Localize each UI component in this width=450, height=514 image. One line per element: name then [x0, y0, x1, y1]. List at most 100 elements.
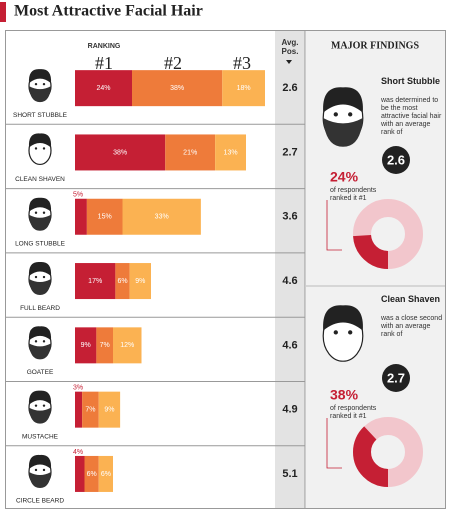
category-label: CIRCLE BEARD [16, 498, 64, 505]
value-label: 18% [237, 85, 251, 92]
category-label: MUSTACHE [22, 433, 59, 440]
axis-label: RANKING [88, 43, 121, 50]
hair [323, 305, 363, 331]
rank-value: 2.7 [387, 370, 405, 385]
bar-segment [215, 134, 246, 171]
bar-segment [84, 455, 99, 492]
hair [28, 133, 52, 148]
beard [29, 471, 51, 488]
hair [28, 390, 52, 405]
finding-text: was determined to be the most attractive… [381, 97, 442, 136]
rank-badge [382, 146, 410, 174]
eye [34, 468, 38, 472]
hair [28, 326, 52, 341]
findings-title: MAJOR FINDINGS [331, 40, 419, 51]
chart-title: Most Attractive Facial Hair [14, 3, 203, 20]
eye [42, 275, 46, 279]
value-label: 4% [73, 449, 83, 456]
category-label: FULL BEARD [20, 305, 60, 312]
value-label: 9% [104, 406, 114, 413]
avg-value: 5.1 [282, 468, 297, 480]
eye [42, 404, 46, 407]
category-label: CLEAN SHAVEN [15, 176, 65, 183]
bar-segment [222, 70, 265, 107]
bar-segment [96, 327, 113, 364]
beard [29, 86, 51, 103]
bar-segment [113, 327, 142, 364]
series-label: #3 [233, 53, 251, 73]
eye [34, 404, 38, 407]
value-label: 17% [88, 278, 102, 285]
category-label: GOATEE [27, 369, 54, 376]
bar-segment [165, 134, 216, 171]
series-label: #1 [95, 53, 113, 73]
bar-segment [82, 391, 99, 428]
value-label: 7% [100, 342, 110, 349]
bar-segment [86, 198, 123, 235]
value-label: 24% [96, 85, 110, 92]
avg-column [275, 31, 305, 508]
hair [323, 87, 363, 113]
rank-badge [382, 364, 410, 392]
value-label: 38% [113, 149, 127, 156]
eye [34, 82, 38, 86]
category-label: LONG STUBBLE [15, 240, 66, 247]
value-label: 9% [135, 278, 145, 285]
series-label: #2 [164, 53, 182, 73]
avg-value: 2.6 [282, 82, 297, 94]
hair [28, 454, 52, 469]
eye [333, 112, 338, 117]
value-label: 21% [183, 149, 197, 156]
value-label: 12% [120, 342, 134, 349]
eye [34, 147, 38, 150]
eye [42, 211, 46, 214]
share-caption: of respondents ranked it #1 [330, 405, 377, 420]
value-label: 38% [170, 85, 184, 92]
value-label: 5% [73, 192, 83, 199]
share-label: 24% [330, 169, 359, 185]
eye [42, 340, 46, 343]
avg-value: 4.9 [282, 404, 297, 416]
eye [42, 468, 46, 472]
eye [333, 330, 338, 335]
avg-value: 4.6 [282, 275, 297, 287]
eye [34, 340, 38, 343]
beard [29, 214, 51, 231]
bar-segment [75, 327, 97, 364]
bar-segment [115, 263, 130, 300]
eye [34, 275, 38, 279]
eye [42, 147, 46, 150]
eye [34, 211, 38, 214]
leader-line [326, 200, 342, 251]
bar-segment [98, 391, 121, 428]
value-label: 13% [224, 149, 238, 156]
beard [29, 279, 51, 296]
rank-value: 2.6 [387, 152, 405, 167]
bar-segment [75, 263, 116, 300]
donut-share [353, 417, 423, 487]
bar-segment [122, 198, 201, 235]
bar-segment [132, 70, 223, 107]
hair [28, 197, 52, 212]
bar-segment [98, 455, 113, 492]
avg-header: Avg. Pos. [281, 38, 299, 56]
finding-name: Short Stubble [381, 76, 440, 86]
bar-segment [75, 455, 85, 492]
value-label: 6% [117, 278, 127, 285]
avg-value: 2.7 [282, 146, 297, 158]
bar-segment [75, 391, 83, 428]
share-caption: of respondents ranked it #1 [330, 187, 377, 202]
beard [29, 407, 51, 424]
beard [29, 343, 51, 360]
eye [42, 82, 46, 86]
leader-line [326, 418, 342, 469]
bar-segment [75, 134, 166, 171]
finding-name: Clean Shaven [381, 294, 441, 304]
finding-text: was a close second with an average rank … [381, 315, 443, 338]
category-label: SHORT STUBBLE [13, 112, 68, 119]
value-label: 6% [101, 471, 111, 478]
eye [348, 330, 353, 335]
value-label: 9% [81, 342, 91, 349]
bar-segment [75, 198, 87, 235]
